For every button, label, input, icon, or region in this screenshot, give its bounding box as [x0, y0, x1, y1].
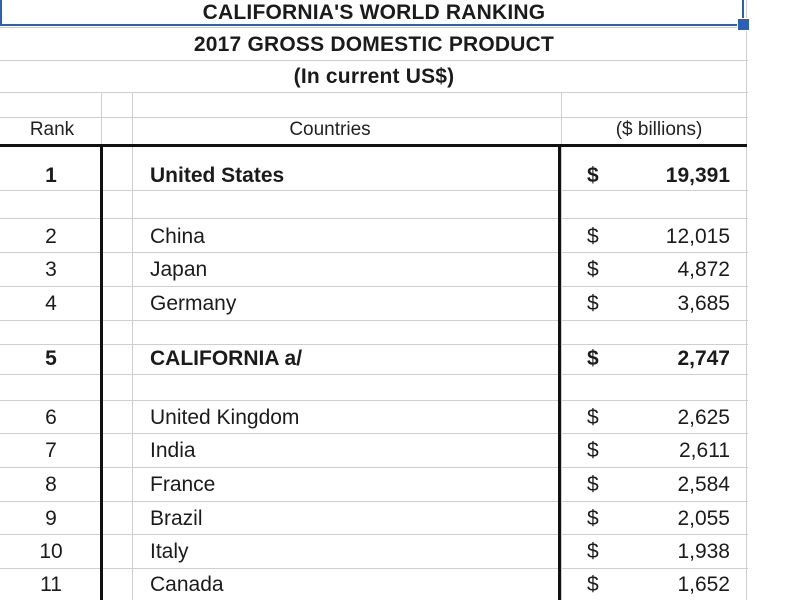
- gridline: [0, 92, 748, 93]
- country-cell: China: [150, 225, 205, 248]
- country-cell: CALIFORNIA a/: [150, 347, 303, 370]
- currency-cell: $: [587, 540, 599, 563]
- gridline: [0, 60, 748, 61]
- value-cell: 2,584: [677, 473, 730, 496]
- gridline: [0, 534, 748, 535]
- gridline: [0, 286, 748, 287]
- rank-column-border: [100, 146, 103, 600]
- currency-cell: $: [587, 164, 599, 187]
- currency-cell: $: [587, 573, 599, 596]
- rank-cell: 2: [45, 225, 57, 248]
- gridline: [0, 218, 748, 219]
- country-cell: United Kingdom: [150, 406, 300, 429]
- country-cell: United States: [150, 164, 285, 187]
- value-cell: 1,938: [677, 540, 730, 563]
- rank-cell: 4: [45, 292, 57, 315]
- header-underline: [0, 144, 747, 147]
- column-header-rank: Rank: [29, 119, 75, 140]
- value-cell: 2,747: [677, 347, 730, 370]
- currency-cell: $: [587, 347, 599, 370]
- rank-cell: 1: [45, 164, 57, 187]
- currency-cell: $: [587, 292, 599, 315]
- gridline: [0, 568, 748, 569]
- rank-cell: 10: [39, 540, 63, 563]
- rank-cell: 7: [45, 439, 57, 462]
- title-line-2: 2017 GROSS DOMESTIC PRODUCT: [193, 33, 555, 56]
- gridline: [0, 467, 748, 468]
- value-cell: 2,055: [677, 507, 730, 530]
- country-cell: Japan: [150, 258, 208, 281]
- value-column-border: [558, 146, 561, 600]
- rank-cell: 8: [45, 473, 57, 496]
- gridline: [132, 92, 133, 600]
- gridline: [746, 0, 747, 600]
- gridline: [0, 252, 748, 253]
- gridline: [0, 320, 748, 321]
- currency-cell: $: [587, 406, 599, 429]
- rank-cell: 5: [45, 347, 57, 370]
- currency-cell: $: [587, 473, 599, 496]
- rank-cell: 3: [45, 258, 57, 281]
- gridline: [0, 117, 748, 118]
- value-cell: 2,625: [677, 406, 730, 429]
- gridline: [0, 374, 748, 375]
- fill-handle[interactable]: [737, 18, 750, 31]
- rank-cell: 6: [45, 406, 57, 429]
- value-cell: 2,611: [679, 439, 730, 462]
- country-cell: India: [150, 439, 196, 462]
- column-header-countries: Countries: [289, 119, 371, 140]
- country-cell: Canada: [150, 573, 224, 596]
- title-line-3: (In current US$): [293, 65, 455, 88]
- currency-cell: $: [587, 225, 599, 248]
- column-header-value: ($ billions): [615, 119, 703, 140]
- value-cell: 3,685: [677, 292, 730, 315]
- value-cell: 4,872: [677, 258, 730, 281]
- value-cell: 19,391: [665, 164, 730, 187]
- gridline: [561, 92, 562, 600]
- gridline: [0, 433, 748, 434]
- title-line-1: CALIFORNIA'S WORLD RANKING: [202, 1, 546, 24]
- value-cell: 1,652: [677, 573, 730, 596]
- gridline: [0, 344, 748, 345]
- gridline: [0, 501, 748, 502]
- rank-cell: 11: [40, 573, 62, 596]
- country-cell: Italy: [150, 540, 189, 563]
- gridline: [0, 400, 748, 401]
- gridline: [0, 27, 748, 28]
- country-cell: Germany: [150, 292, 237, 315]
- currency-cell: $: [587, 439, 599, 462]
- country-cell: France: [150, 473, 216, 496]
- gridline: [0, 190, 748, 191]
- value-cell: 12,015: [665, 225, 730, 248]
- rank-cell: 9: [45, 507, 57, 530]
- currency-cell: $: [587, 258, 599, 281]
- selected-cell[interactable]: [0, 0, 744, 26]
- country-cell: Brazil: [150, 507, 203, 530]
- currency-cell: $: [587, 507, 599, 530]
